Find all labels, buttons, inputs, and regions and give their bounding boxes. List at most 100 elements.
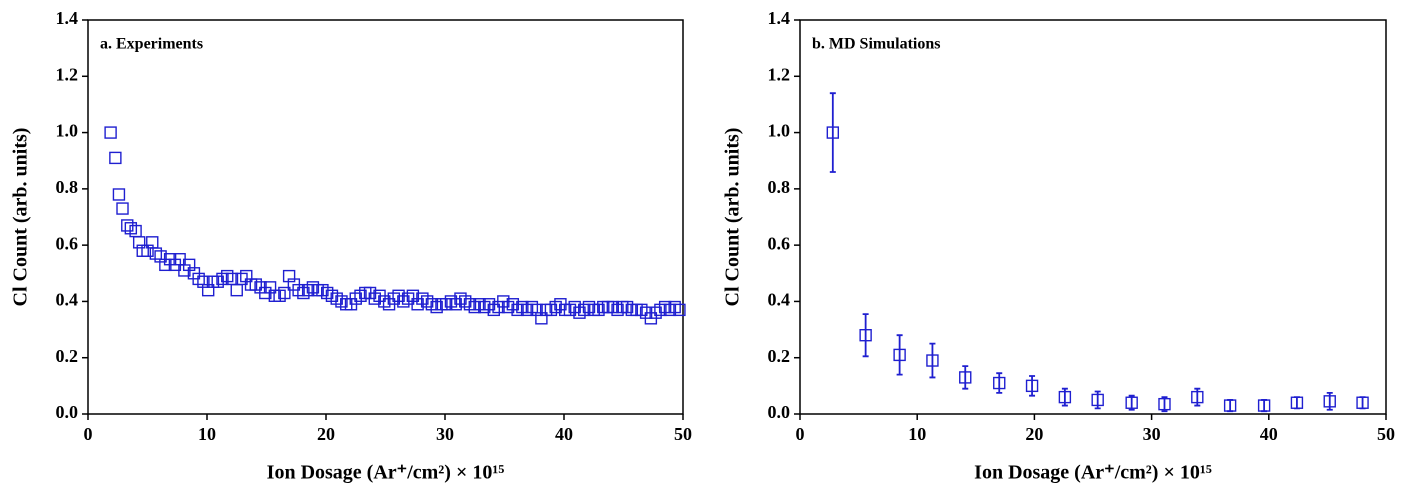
x-tick-label: 10 [198,424,216,444]
y-tick-label: 0.8 [56,177,79,197]
marker [141,244,154,257]
marker [1091,393,1104,407]
marker [993,376,1006,390]
marker [582,300,596,314]
y-tick-label: 0.8 [768,177,791,197]
marker [1191,390,1204,404]
y-tick-label: 1.4 [768,8,791,28]
error-bar [1227,399,1234,413]
marker [620,300,634,314]
marker [530,303,543,317]
y-tick-label: 1.0 [56,121,79,141]
error-bar [1293,396,1300,410]
marker [549,300,562,314]
marker [1356,396,1369,409]
marker [221,269,234,283]
marker [192,272,205,286]
x-tick-label: 0 [84,424,93,444]
marker [292,283,305,297]
x-tick-label: 30 [436,424,454,444]
marker [368,292,381,305]
error-bar [829,92,836,173]
marker [473,298,486,311]
marker [1290,396,1304,409]
marker [516,300,529,314]
annotation: a. Experiments [100,36,203,53]
marker [132,236,146,249]
x-tick-label: 20 [1025,424,1043,444]
y-tick-label: 1.4 [56,8,79,28]
marker [335,295,348,308]
marker [124,222,138,235]
marker [182,258,196,272]
marker [893,348,906,362]
marker [463,298,477,311]
y-tick-label: 0.0 [768,402,791,422]
marker [1058,390,1072,404]
error-bar [1029,375,1036,397]
error-bar [929,342,936,379]
marker [104,126,117,139]
y-tick-label: 0.2 [56,346,79,366]
marker [112,188,126,201]
x-tick-label: 10 [908,424,926,444]
marker [149,247,163,260]
marker [278,286,291,300]
y-tick-label: 1.2 [768,64,791,84]
marker [387,292,401,305]
y-axis-title: Cl Count (arb. units) [10,128,32,307]
marker [354,289,367,302]
marker [273,289,286,302]
x-tick-label: 40 [1260,424,1278,444]
marker [201,283,215,297]
marker [926,354,939,367]
y-axis-title: Cl Count (arb. units) [722,128,744,307]
marker [658,300,672,314]
marker [1158,397,1171,411]
marker [263,281,277,294]
marker [154,250,167,263]
error-bar [996,372,1003,394]
marker [606,300,619,314]
y-tick-label: 0.4 [768,290,791,310]
marker [525,300,539,314]
marker [282,269,296,283]
y-tick-label: 0.6 [768,233,791,253]
error-bar [1128,394,1135,411]
marker [240,269,253,283]
marker [216,272,229,286]
marker [439,298,453,311]
marker [826,126,840,139]
marker [1223,399,1237,412]
x-tick-label: 20 [317,424,335,444]
marker [478,300,491,314]
marker [1025,379,1039,393]
y-tick-label: 0.0 [56,402,79,422]
marker [501,300,515,314]
error-bar [962,365,969,390]
marker [1323,395,1336,408]
marker [444,295,458,308]
y-tick-label: 1.0 [768,121,791,141]
marker [635,303,648,317]
y-tick-label: 0.4 [56,290,79,310]
marker [578,303,591,317]
marker [430,300,443,314]
error-bar [1359,396,1366,410]
x-tick-label: 40 [555,424,573,444]
marker [959,371,972,384]
marker [378,295,391,308]
marker [535,312,548,325]
marker [406,289,420,302]
marker [563,303,577,317]
marker [116,202,129,215]
error-bar [896,334,903,376]
marker [249,278,262,291]
marker [511,303,524,317]
marker [673,303,686,317]
x-tick-label: 0 [796,424,805,444]
y-tick-label: 0.6 [56,233,79,253]
marker [230,283,243,297]
marker [1125,396,1138,409]
